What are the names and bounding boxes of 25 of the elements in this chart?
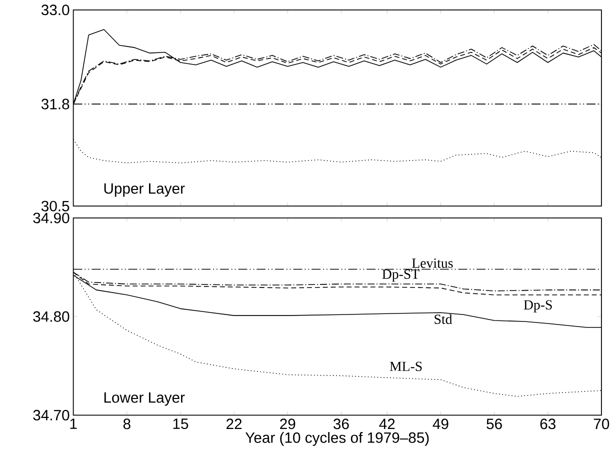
x-tick-label: 15 xyxy=(173,418,188,430)
series-label: Std xyxy=(434,314,452,324)
y-tick-label: 34.80 xyxy=(33,312,70,322)
x-tick-label: 49 xyxy=(432,418,448,430)
annotation: Upper Layer xyxy=(104,184,185,197)
y-tick-label: 34.70 xyxy=(33,410,70,421)
x-tick-label: 70 xyxy=(594,418,610,430)
annotation: Lower Layer xyxy=(104,392,185,406)
x-tick-label: 63 xyxy=(540,418,556,430)
y-tick-label: 34.90 xyxy=(33,212,70,224)
y-tick-label: 30.5 xyxy=(41,201,70,212)
x-tick-label: 36 xyxy=(334,418,349,430)
x-tick-label: 1 xyxy=(70,418,77,430)
x-tick-label: 42 xyxy=(379,418,395,430)
y-tick-label: 31.8 xyxy=(41,99,70,110)
series-label: ML-S xyxy=(390,362,422,372)
x-tick-label: 8 xyxy=(123,418,130,430)
x-tick-label: 22 xyxy=(226,418,242,430)
y-tick-label: 33.0 xyxy=(41,4,70,16)
x-tick-label: 29 xyxy=(280,418,296,430)
series-label: Levitus xyxy=(412,258,453,268)
series-label: Dp-S xyxy=(524,300,552,313)
series-label: Dp-ST xyxy=(382,270,420,282)
x-tick-label: 56 xyxy=(486,418,502,430)
x-axis-title: Year (10 cycles of 1979–85) xyxy=(245,432,429,446)
